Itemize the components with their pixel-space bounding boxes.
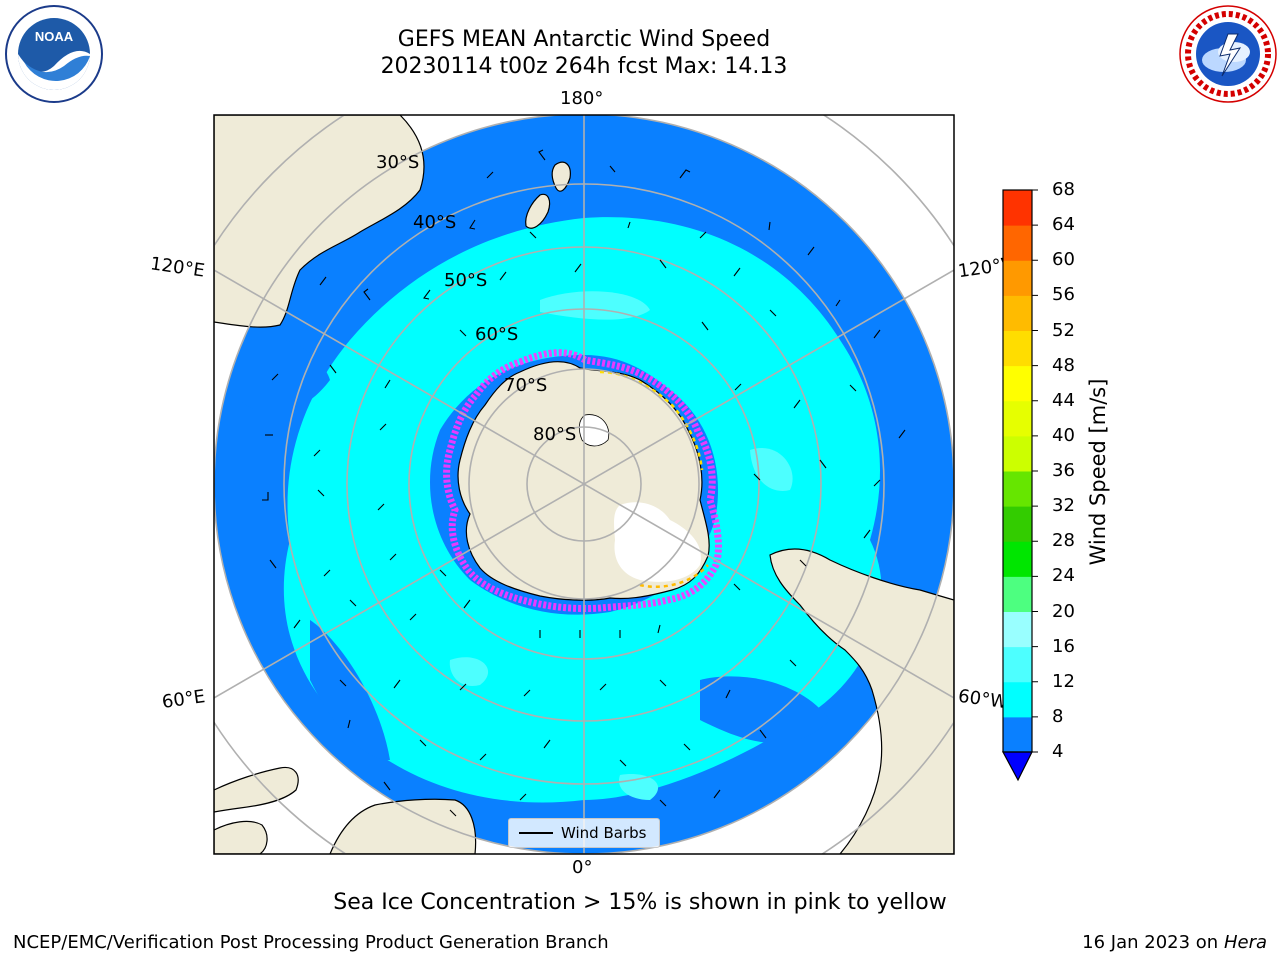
australia-land [214,115,425,328]
colorbar-tick-label: 28 [1052,530,1075,552]
colorbar-tick-label: 64 [1052,214,1075,236]
south-america-land [769,548,954,854]
colorbar-tick-label: 20 [1052,600,1075,622]
colorbar-tick-label: 56 [1052,284,1075,306]
wind-barbs-legend: Wind Barbs [508,818,660,848]
footer-organization: NCEP/EMC/Verification Post Processing Pr… [13,932,609,953]
madagascar-land [214,766,299,813]
africa-land [329,798,477,854]
wind-barbs [262,149,906,817]
chart-title: GEFS MEAN Antarctic Wind Speed [397,27,771,52]
colorbar-tick-label: 16 [1052,635,1075,657]
map-caption: Sea Ice Concentration > 15% is shown in … [333,890,947,915]
wind-patch-dark [700,676,830,744]
map-frame [213,114,955,855]
footer-date: 16 Jan 2023 on Hera [1082,932,1267,953]
footer-host: Hera [1223,932,1267,953]
colorbar-tick-label: 12 [1052,670,1075,692]
nws-logo [1179,5,1277,103]
legend-label: Wind Barbs [561,824,647,842]
legend-line-icon [519,832,553,834]
noaa-logo: NOAA [5,5,103,103]
sea-ice-edge-yellow [599,370,704,471]
lon-label-180: 180° [560,88,604,109]
lat-label-70s: 70°S [504,375,548,396]
lat-label-50s: 50°S [444,270,488,291]
sea-ice-edge-yellow [639,564,709,589]
colorbar-tick-label: 52 [1052,319,1075,341]
chart-subtitle: 20230114 t00z 264h fcst Max: 14.13 [380,54,788,79]
colorbar-tick-label: 40 [1052,424,1075,446]
colorbar-tick-label: 44 [1052,389,1075,411]
sea-ice-region [578,414,610,447]
lat-label-60s: 60°S [475,324,519,345]
colorbar-tick-label: 8 [1052,705,1064,727]
wind-patch-light [750,448,793,491]
lat-label-30s: 30°S [376,152,420,173]
sea-ice-edge [443,349,722,612]
sea-ice-region [614,502,701,582]
colorbar-tick-label: 36 [1052,460,1075,481]
southern-tip-land [214,820,268,854]
colorbar-tick-label: 24 [1052,565,1075,587]
new-zealand-land [525,161,571,229]
colorbar-tick-label: 60 [1052,249,1075,271]
colorbar-tick-label: 4 [1052,741,1064,762]
lat-label-40s: 40°S [413,212,457,233]
footer-date-text: 16 Jan 2023 on [1082,932,1224,953]
lat-label-80s: 80°S [533,424,577,445]
wind-patch-dark [240,337,330,414]
svg-text:NOAA: NOAA [35,29,74,44]
colorbar-tick-label: 32 [1052,495,1075,517]
colorbar-label: Wind Speed [m/s] [1086,378,1110,566]
wind-band-cyan [283,217,882,803]
lon-label-0: 0° [572,857,593,878]
colorbar-tick-label: 68 [1052,179,1075,200]
wind-patch-dark [310,620,390,760]
wind-patch-light [449,657,489,686]
longitude-lines [214,115,954,854]
colorbar-tick-label: 48 [1052,354,1075,376]
